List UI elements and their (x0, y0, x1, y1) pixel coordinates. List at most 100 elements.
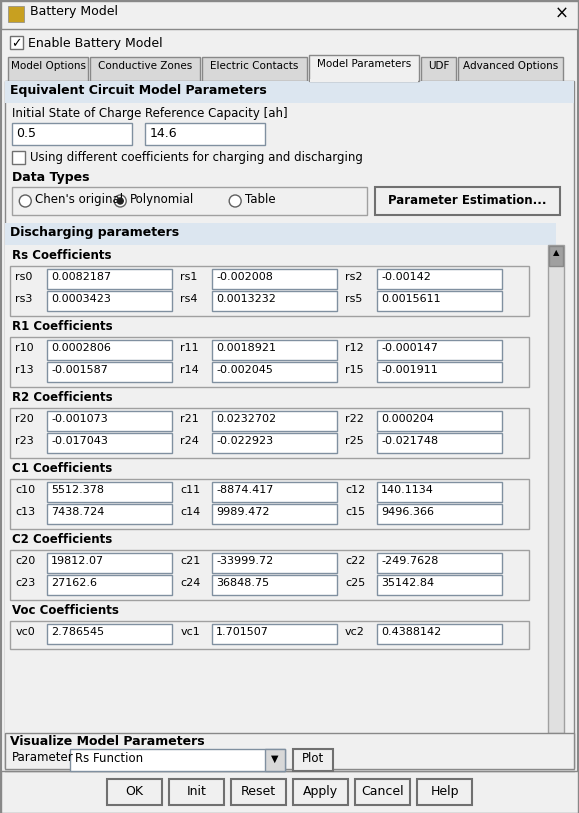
Text: 0.5: 0.5 (16, 127, 36, 140)
Bar (5, 81, 574, 103)
Bar (10, 36, 23, 49)
Text: 0.0232702: 0.0232702 (216, 414, 276, 424)
Bar (10, 621, 529, 649)
Text: R1 Coefficients: R1 Coefficients (12, 320, 113, 333)
Text: Model Parameters: Model Parameters (317, 59, 411, 69)
Text: 27162.6: 27162.6 (52, 578, 97, 588)
Text: c24: c24 (180, 578, 200, 588)
Bar (47, 575, 172, 595)
Text: 0.4388142: 0.4388142 (381, 627, 441, 637)
Bar (212, 482, 337, 502)
Bar (458, 57, 563, 81)
Text: ×: × (555, 5, 569, 23)
Text: 19812.07: 19812.07 (52, 556, 104, 566)
Bar (47, 362, 172, 382)
Text: rs1: rs1 (180, 272, 197, 282)
Bar (212, 553, 337, 573)
Text: 7438.724: 7438.724 (52, 507, 105, 517)
Text: Help: Help (430, 785, 459, 798)
Bar (212, 575, 337, 595)
Text: r13: r13 (15, 365, 34, 375)
Bar (421, 57, 456, 81)
Bar (212, 411, 337, 431)
Text: 0.0002806: 0.0002806 (52, 343, 111, 353)
Text: c20: c20 (15, 556, 35, 566)
Text: rs4: rs4 (180, 294, 197, 304)
Bar (5, 733, 574, 769)
Bar (377, 482, 502, 502)
Bar (169, 779, 224, 805)
Text: Cancel: Cancel (361, 785, 404, 798)
Bar (212, 269, 337, 289)
Text: 36848.75: 36848.75 (216, 578, 269, 588)
Text: Reference Capacity [ah]: Reference Capacity [ah] (145, 107, 288, 120)
Text: Equivalent Circuit Model Parameters: Equivalent Circuit Model Parameters (10, 84, 267, 97)
Bar (265, 749, 285, 771)
Bar (1, 1, 578, 29)
Bar (12, 187, 367, 215)
Text: vc2: vc2 (345, 627, 365, 637)
Bar (47, 433, 172, 453)
Bar (47, 269, 172, 289)
Bar (375, 187, 560, 215)
Bar (5, 733, 574, 769)
Text: rs3: rs3 (15, 294, 32, 304)
Bar (377, 291, 502, 311)
Text: -0.001587: -0.001587 (52, 365, 108, 375)
Bar (377, 575, 502, 595)
Text: c12: c12 (345, 485, 365, 495)
Bar (549, 246, 563, 266)
Bar (90, 57, 200, 81)
Bar (47, 340, 172, 360)
Text: r22: r22 (345, 414, 364, 424)
Text: ✓: ✓ (12, 37, 22, 50)
Bar (47, 624, 172, 644)
Text: -0.017043: -0.017043 (52, 436, 108, 446)
Text: ▲: ▲ (553, 248, 559, 257)
Bar (5, 245, 556, 733)
Text: UDF: UDF (428, 61, 449, 71)
Text: Conductive Zones: Conductive Zones (98, 61, 192, 71)
Bar (293, 749, 333, 771)
Text: r10: r10 (15, 343, 34, 353)
Text: Visualize Model Parameters: Visualize Model Parameters (10, 735, 205, 748)
Bar (417, 779, 472, 805)
Text: Chen's original: Chen's original (35, 193, 123, 206)
Text: 9496.366: 9496.366 (381, 507, 434, 517)
Bar (377, 411, 502, 431)
Bar (70, 749, 285, 771)
Bar (212, 340, 337, 360)
Bar (202, 57, 307, 81)
Text: Model Options: Model Options (11, 61, 86, 71)
Circle shape (117, 198, 123, 204)
Bar (377, 504, 502, 524)
Text: Advanced Options: Advanced Options (463, 61, 558, 71)
Text: Initial State of Charge: Initial State of Charge (12, 107, 142, 120)
Text: c21: c21 (180, 556, 200, 566)
Text: Discharging parameters: Discharging parameters (10, 226, 179, 239)
Bar (212, 624, 337, 644)
Text: Battery Model: Battery Model (30, 5, 118, 18)
Text: r21: r21 (180, 414, 199, 424)
Text: Enable Battery Model: Enable Battery Model (28, 37, 163, 50)
Text: -0.022923: -0.022923 (216, 436, 273, 446)
Text: -0.002045: -0.002045 (216, 365, 273, 375)
Text: -0.002008: -0.002008 (216, 272, 273, 282)
Text: c22: c22 (345, 556, 365, 566)
Text: 1.701507: 1.701507 (216, 627, 269, 637)
Bar (377, 340, 502, 360)
Bar (8, 6, 24, 22)
Bar (212, 504, 337, 524)
Text: -0.00142: -0.00142 (381, 272, 431, 282)
Text: Voc Coefficients: Voc Coefficients (12, 604, 119, 617)
Bar (47, 291, 172, 311)
Text: Table: Table (245, 193, 276, 206)
Bar (231, 779, 286, 805)
Text: 5512.378: 5512.378 (52, 485, 104, 495)
Text: 0.000204: 0.000204 (381, 414, 434, 424)
Bar (212, 362, 337, 382)
Text: OK: OK (126, 785, 144, 798)
Text: r24: r24 (180, 436, 199, 446)
Text: Data Types: Data Types (12, 171, 90, 184)
Text: c10: c10 (15, 485, 35, 495)
